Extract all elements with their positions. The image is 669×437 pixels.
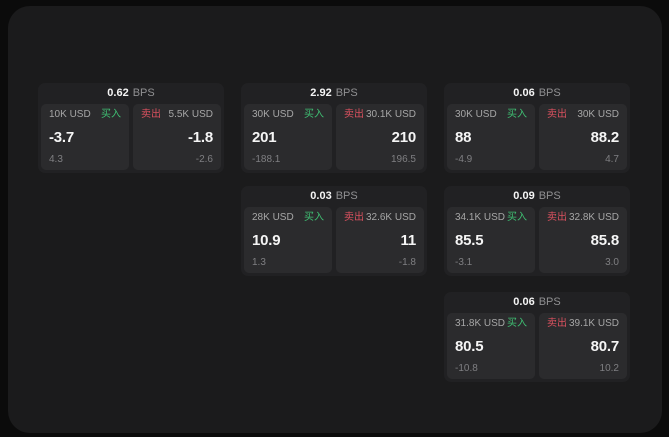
quote-body: 10K USD 买入 -3.7 4.3 卖出 5.5K USD -1.8 -2.… bbox=[41, 104, 221, 170]
buy-delta: -188.1 bbox=[252, 154, 281, 165]
buy-quote-panel[interactable]: 31.8K USD 买入 80.5 -10.8 bbox=[447, 313, 535, 379]
sell-amount: 30.1K USD bbox=[365, 109, 416, 120]
sell-quote-panel[interactable]: 卖出 5.5K USD -1.8 -2.6 bbox=[133, 104, 221, 170]
buy-delta: 4.3 bbox=[49, 154, 63, 165]
sell-price: -1.8 bbox=[187, 128, 213, 146]
sell-amount: 32.8K USD bbox=[568, 212, 619, 223]
buy-price: 10.9 bbox=[252, 231, 281, 249]
bps-header: 2.92 BPS bbox=[244, 83, 424, 104]
quote-card-3[interactable]: 0.06 BPS 30K USD 买入 88 -4.9 卖出 30K USD 8… bbox=[444, 83, 630, 173]
sell-delta: 3.0 bbox=[605, 257, 619, 268]
bps-value: 0.06 bbox=[513, 87, 535, 99]
bps-header: 0.09 BPS bbox=[447, 186, 627, 207]
buy-price: 88 bbox=[455, 128, 472, 146]
sell-amount: 39.1K USD bbox=[568, 318, 619, 329]
bps-header: 0.03 BPS bbox=[244, 186, 424, 207]
buy-side-label: 买入 bbox=[507, 109, 527, 120]
buy-amount: 30K USD bbox=[455, 109, 497, 120]
buy-quote-panel[interactable]: 28K USD 买入 10.9 1.3 bbox=[244, 207, 332, 273]
quote-card-5[interactable]: 0.09 BPS 34.1K USD 买入 85.5 -3.1 卖出 32.8K… bbox=[444, 186, 630, 276]
buy-price: 85.5 bbox=[455, 231, 484, 249]
quote-body: 31.8K USD 买入 80.5 -10.8 卖出 39.1K USD 80.… bbox=[447, 313, 627, 379]
sell-side-label: 卖出 bbox=[547, 109, 567, 120]
sell-price: 11 bbox=[400, 231, 417, 249]
buy-quote-panel[interactable]: 10K USD 买入 -3.7 4.3 bbox=[41, 104, 129, 170]
sell-amount: 30K USD bbox=[577, 109, 619, 120]
sell-quote-panel[interactable]: 卖出 32.6K USD 11 -1.8 bbox=[336, 207, 424, 273]
buy-amount: 10K USD bbox=[49, 109, 91, 120]
buy-quote-panel[interactable]: 34.1K USD 买入 85.5 -3.1 bbox=[447, 207, 535, 273]
sell-price: 85.8 bbox=[590, 231, 620, 249]
buy-side-label: 买入 bbox=[304, 212, 324, 223]
sell-delta: 196.5 bbox=[390, 154, 416, 165]
sell-delta: 4.7 bbox=[605, 154, 619, 165]
buy-delta: 1.3 bbox=[252, 257, 266, 268]
sell-delta: -1.8 bbox=[398, 257, 416, 268]
quote-card-4[interactable]: 0.03 BPS 28K USD 买入 10.9 1.3 卖出 32.6K US… bbox=[241, 186, 427, 276]
quote-body: 28K USD 买入 10.9 1.3 卖出 32.6K USD 11 -1.8 bbox=[244, 207, 424, 273]
sell-price: 88.2 bbox=[590, 128, 620, 146]
bps-value: 0.03 bbox=[310, 190, 332, 202]
buy-amount: 34.1K USD bbox=[455, 212, 506, 223]
bps-unit-label: BPS bbox=[538, 190, 561, 202]
quotes-panel: 0.62 BPS 10K USD 买入 -3.7 4.3 卖出 5.5K USD… bbox=[8, 6, 662, 433]
sell-amount: 32.6K USD bbox=[365, 212, 416, 223]
sell-side-label: 卖出 bbox=[141, 109, 161, 120]
buy-amount: 28K USD bbox=[252, 212, 294, 223]
sell-amount: 5.5K USD bbox=[168, 109, 213, 120]
buy-price: 80.5 bbox=[455, 337, 484, 355]
buy-side-label: 买入 bbox=[101, 109, 121, 120]
buy-side-label: 买入 bbox=[507, 318, 527, 329]
sell-delta: 10.2 bbox=[599, 363, 619, 374]
buy-price: 201 bbox=[252, 128, 277, 146]
quote-card-1[interactable]: 0.62 BPS 10K USD 买入 -3.7 4.3 卖出 5.5K USD… bbox=[38, 83, 224, 173]
sell-quote-panel[interactable]: 卖出 32.8K USD 85.8 3.0 bbox=[539, 207, 627, 273]
bps-unit-label: BPS bbox=[538, 296, 561, 308]
buy-quote-panel[interactable]: 30K USD 买入 88 -4.9 bbox=[447, 104, 535, 170]
bps-value: 0.09 bbox=[513, 190, 535, 202]
sell-quote-panel[interactable]: 卖出 30.1K USD 210 196.5 bbox=[336, 104, 424, 170]
quote-body: 30K USD 买入 88 -4.9 卖出 30K USD 88.2 4.7 bbox=[447, 104, 627, 170]
bps-value: 0.62 bbox=[107, 87, 129, 99]
bps-value: 0.06 bbox=[513, 296, 535, 308]
bps-unit-label: BPS bbox=[335, 190, 358, 202]
bps-header: 0.06 BPS bbox=[447, 83, 627, 104]
buy-amount: 30K USD bbox=[252, 109, 294, 120]
sell-price: 80.7 bbox=[590, 337, 620, 355]
quote-card-2[interactable]: 2.92 BPS 30K USD 买入 201 -188.1 卖出 30.1K … bbox=[241, 83, 427, 173]
sell-delta: -2.6 bbox=[195, 154, 213, 165]
sell-price: 210 bbox=[391, 128, 417, 146]
bps-unit-label: BPS bbox=[538, 87, 561, 99]
buy-delta: -4.9 bbox=[455, 154, 473, 165]
buy-amount: 31.8K USD bbox=[455, 318, 506, 329]
buy-side-label: 买入 bbox=[304, 109, 324, 120]
sell-quote-panel[interactable]: 卖出 30K USD 88.2 4.7 bbox=[539, 104, 627, 170]
buy-delta: -10.8 bbox=[455, 363, 478, 374]
quote-body: 30K USD 买入 201 -188.1 卖出 30.1K USD 210 1… bbox=[244, 104, 424, 170]
buy-price: -3.7 bbox=[49, 128, 75, 146]
bps-unit-label: BPS bbox=[132, 87, 155, 99]
sell-side-label: 卖出 bbox=[344, 109, 364, 120]
buy-quote-panel[interactable]: 30K USD 买入 201 -188.1 bbox=[244, 104, 332, 170]
sell-side-label: 卖出 bbox=[547, 212, 567, 223]
bps-unit-label: BPS bbox=[335, 87, 358, 99]
bps-header: 0.06 BPS bbox=[447, 292, 627, 313]
buy-side-label: 买入 bbox=[507, 212, 527, 223]
sell-side-label: 卖出 bbox=[344, 212, 364, 223]
quote-body: 34.1K USD 买入 85.5 -3.1 卖出 32.8K USD 85.8… bbox=[447, 207, 627, 273]
bps-value: 2.92 bbox=[310, 87, 332, 99]
sell-side-label: 卖出 bbox=[547, 318, 567, 329]
bps-header: 0.62 BPS bbox=[41, 83, 221, 104]
quote-card-6[interactable]: 0.06 BPS 31.8K USD 买入 80.5 -10.8 卖出 39.1… bbox=[444, 292, 630, 382]
sell-quote-panel[interactable]: 卖出 39.1K USD 80.7 10.2 bbox=[539, 313, 627, 379]
buy-delta: -3.1 bbox=[455, 257, 473, 268]
